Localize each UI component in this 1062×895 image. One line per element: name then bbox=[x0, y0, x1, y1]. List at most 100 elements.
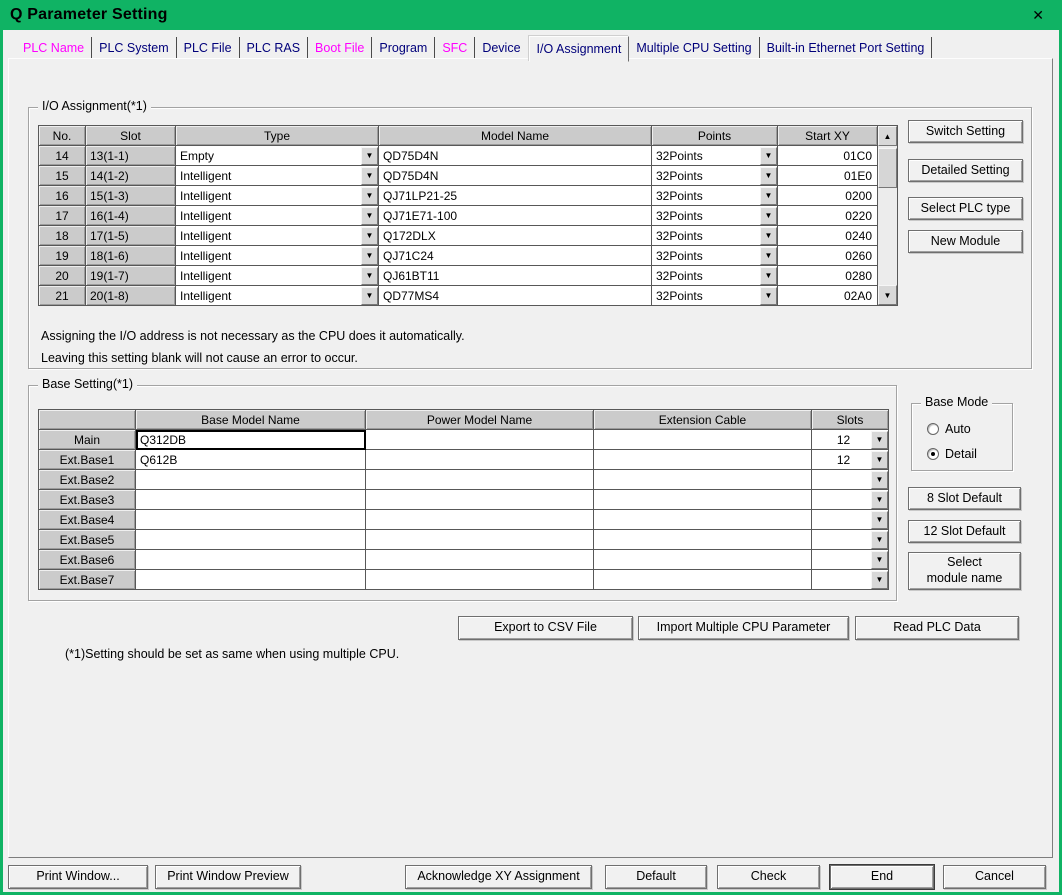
chevron-down-icon[interactable]: ▼ bbox=[760, 226, 777, 245]
tab-sfc[interactable]: SFC bbox=[435, 37, 476, 61]
io-startxy-cell[interactable]: 0220 bbox=[778, 206, 878, 226]
tab-plc-name[interactable]: PLC Name bbox=[16, 37, 93, 61]
extension-cable-cell[interactable] bbox=[594, 550, 812, 570]
io-model-cell[interactable]: Q172DLX bbox=[379, 226, 652, 246]
slots-cell[interactable]: ▼ bbox=[812, 470, 889, 490]
button-import-multiple-cpu-parameter[interactable]: Import Multiple CPU Parameter bbox=[638, 616, 849, 640]
button-cancel[interactable]: Cancel bbox=[943, 865, 1046, 889]
power-model-cell[interactable] bbox=[366, 430, 594, 450]
base-model-cell[interactable] bbox=[136, 530, 366, 550]
tab-plc-ras[interactable]: PLC RAS bbox=[240, 37, 309, 61]
io-points-cell[interactable]: 32Points ▼ bbox=[652, 166, 778, 186]
chevron-down-icon[interactable]: ▼ bbox=[871, 570, 888, 589]
io-startxy-cell[interactable]: 0240 bbox=[778, 226, 878, 246]
io-model-cell[interactable]: QJ71LP21-25 bbox=[379, 186, 652, 206]
io-model-cell[interactable]: QJ71E71-100 bbox=[379, 206, 652, 226]
button-check[interactable]: Check bbox=[717, 865, 820, 889]
slots-cell[interactable]: ▼ bbox=[812, 530, 889, 550]
tab-program[interactable]: Program bbox=[372, 37, 436, 61]
io-type-cell[interactable]: Intelligent ▼ bbox=[176, 286, 379, 306]
chevron-down-icon[interactable]: ▼ bbox=[871, 470, 888, 489]
button-print-window-preview[interactable]: Print Window Preview bbox=[155, 865, 301, 889]
extension-cable-cell[interactable] bbox=[594, 490, 812, 510]
io-points-cell[interactable]: 32Points ▼ bbox=[652, 266, 778, 286]
io-startxy-cell[interactable]: 0200 bbox=[778, 186, 878, 206]
chevron-down-icon[interactable]: ▼ bbox=[361, 246, 378, 265]
chevron-down-icon[interactable]: ▼ bbox=[871, 530, 888, 549]
io-points-cell[interactable]: 32Points ▼ bbox=[652, 246, 778, 266]
button-export-to-csv-file[interactable]: Export to CSV File bbox=[458, 616, 633, 640]
base-model-cell[interactable] bbox=[136, 470, 366, 490]
base-model-cell[interactable] bbox=[136, 550, 366, 570]
io-points-cell[interactable]: 32Points ▼ bbox=[652, 226, 778, 246]
io-startxy-cell[interactable]: 0280 bbox=[778, 266, 878, 286]
button-select-plc-type[interactable]: Select PLC type bbox=[908, 197, 1023, 220]
io-model-cell[interactable]: QD77MS4 bbox=[379, 286, 652, 306]
power-model-cell[interactable] bbox=[366, 570, 594, 590]
io-type-cell[interactable]: Intelligent ▼ bbox=[176, 166, 379, 186]
base-model-cell[interactable]: Q312DB bbox=[136, 430, 366, 450]
button-default[interactable]: Default bbox=[605, 865, 707, 889]
extension-cable-cell[interactable] bbox=[594, 510, 812, 530]
chevron-down-icon[interactable]: ▼ bbox=[760, 206, 777, 225]
io-type-cell[interactable]: Intelligent ▼ bbox=[176, 266, 379, 286]
chevron-down-icon[interactable]: ▼ bbox=[871, 550, 888, 569]
tab-multiple-cpu-setting[interactable]: Multiple CPU Setting bbox=[629, 37, 760, 61]
extension-cable-cell[interactable] bbox=[594, 570, 812, 590]
slots-cell[interactable]: 12 ▼ bbox=[812, 450, 889, 470]
slots-cell[interactable]: ▼ bbox=[812, 550, 889, 570]
io-table-scrollbar[interactable]: ▲ ▼ bbox=[878, 126, 898, 306]
io-type-cell[interactable]: Empty ▼ bbox=[176, 146, 379, 166]
io-model-cell[interactable]: QD75D4N bbox=[379, 146, 652, 166]
chevron-down-icon[interactable]: ▼ bbox=[361, 286, 378, 305]
io-model-cell[interactable]: QJ61BT11 bbox=[379, 266, 652, 286]
tab-plc-file[interactable]: PLC File bbox=[177, 37, 240, 61]
close-icon[interactable]: ✕ bbox=[1032, 6, 1044, 23]
base-mode-option-auto[interactable]: Auto bbox=[927, 422, 971, 436]
chevron-down-icon[interactable]: ▼ bbox=[760, 266, 777, 285]
chevron-down-icon[interactable]: ▼ bbox=[361, 166, 378, 185]
scroll-down-icon[interactable]: ▼ bbox=[878, 285, 897, 305]
extension-cable-cell[interactable] bbox=[594, 470, 812, 490]
button-acknowledge-xy-assignment[interactable]: Acknowledge XY Assignment bbox=[405, 865, 592, 889]
io-startxy-cell[interactable]: 02A0 bbox=[778, 286, 878, 306]
slots-cell[interactable]: ▼ bbox=[812, 510, 889, 530]
io-startxy-cell[interactable]: 01E0 bbox=[778, 166, 878, 186]
io-points-cell[interactable]: 32Points ▼ bbox=[652, 186, 778, 206]
tab-boot-file[interactable]: Boot File bbox=[308, 37, 373, 61]
button-12-slot-default[interactable]: 12 Slot Default bbox=[908, 520, 1021, 543]
slots-cell[interactable]: 12 ▼ bbox=[812, 430, 889, 450]
base-model-cell[interactable] bbox=[136, 510, 366, 530]
scrollbar-thumb[interactable] bbox=[878, 148, 897, 188]
chevron-down-icon[interactable]: ▼ bbox=[760, 166, 777, 185]
power-model-cell[interactable] bbox=[366, 490, 594, 510]
io-model-cell[interactable]: QD75D4N bbox=[379, 166, 652, 186]
base-model-cell[interactable]: Q612B bbox=[136, 450, 366, 470]
chevron-down-icon[interactable]: ▼ bbox=[361, 186, 378, 205]
button-end[interactable]: End bbox=[830, 865, 934, 889]
chevron-down-icon[interactable]: ▼ bbox=[871, 490, 888, 509]
slots-cell[interactable]: ▼ bbox=[812, 490, 889, 510]
button-8-slot-default[interactable]: 8 Slot Default bbox=[908, 487, 1021, 510]
power-model-cell[interactable] bbox=[366, 550, 594, 570]
io-startxy-cell[interactable]: 01C0 bbox=[778, 146, 878, 166]
extension-cable-cell[interactable] bbox=[594, 450, 812, 470]
button-select-module-name[interactable]: Select module name bbox=[908, 552, 1021, 590]
chevron-down-icon[interactable]: ▼ bbox=[760, 246, 777, 265]
extension-cable-cell[interactable] bbox=[594, 430, 812, 450]
chevron-down-icon[interactable]: ▼ bbox=[361, 266, 378, 285]
extension-cable-cell[interactable] bbox=[594, 530, 812, 550]
power-model-cell[interactable] bbox=[366, 510, 594, 530]
io-type-cell[interactable]: Intelligent ▼ bbox=[176, 186, 379, 206]
button-new-module[interactable]: New Module bbox=[908, 230, 1023, 253]
slots-cell[interactable]: ▼ bbox=[812, 570, 889, 590]
power-model-cell[interactable] bbox=[366, 530, 594, 550]
tab-built-in-ethernet-port-setting[interactable]: Built-in Ethernet Port Setting bbox=[760, 37, 933, 61]
chevron-down-icon[interactable]: ▼ bbox=[760, 186, 777, 205]
chevron-down-icon[interactable]: ▼ bbox=[871, 430, 888, 449]
button-print-window-[interactable]: Print Window... bbox=[8, 865, 148, 889]
tab-plc-system[interactable]: PLC System bbox=[92, 37, 177, 61]
chevron-down-icon[interactable]: ▼ bbox=[871, 450, 888, 469]
io-points-cell[interactable]: 32Points ▼ bbox=[652, 286, 778, 306]
base-model-cell[interactable] bbox=[136, 490, 366, 510]
